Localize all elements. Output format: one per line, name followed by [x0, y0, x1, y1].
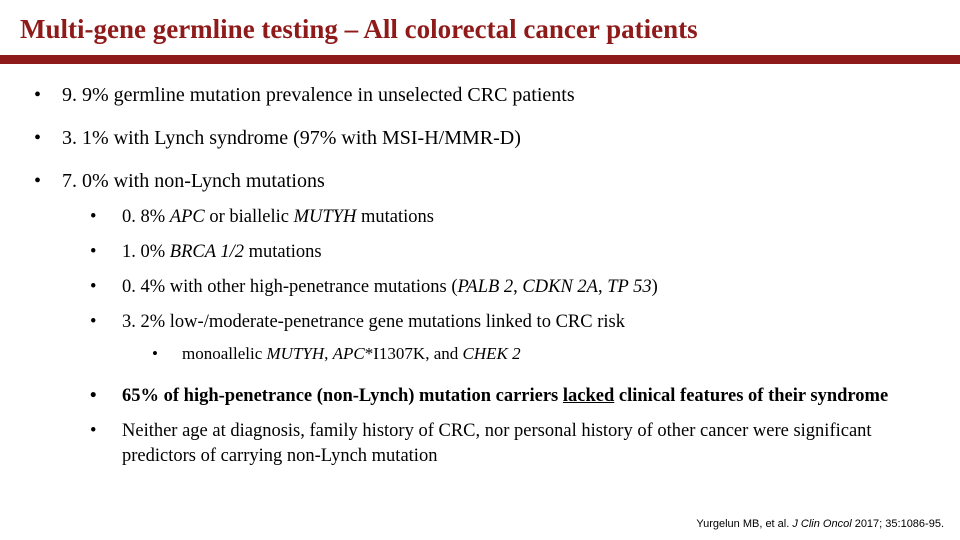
bullet-2: 3. 1% with Lynch syndrome (97% with MSI-… — [34, 125, 930, 152]
bullet-3: 7. 0% with non-Lynch mutations 0. 8% APC… — [34, 168, 930, 469]
gene-mutyh-2: MUTYH — [267, 344, 325, 363]
finding-2: Neither age at diagnosis, family history… — [90, 419, 930, 469]
cite-rest: 2017; 35:1086-95. — [852, 518, 944, 530]
bullet-3-text: 7. 0% with non-Lynch mutations — [62, 170, 325, 192]
sub-bullet-1: 0. 8% APC or biallelic MUTYH mutations — [90, 205, 930, 230]
t: 0. 8% — [122, 207, 170, 227]
cite-journal: J Clin Oncol — [792, 518, 851, 530]
gene-apc-2: APC — [333, 344, 365, 363]
t: mutations — [244, 242, 322, 262]
t: 0. 4% with other high-penetrance mutatio… — [122, 277, 457, 297]
content-area: 9. 9% germline mutation prevalence in un… — [0, 64, 960, 469]
finding-list: 65% of high-penetrance (non-Lynch) mutat… — [62, 384, 930, 469]
t: monoallelic — [182, 344, 267, 363]
sub-sub-list: monoallelic MUTYH, APC*I1307K, and CHEK … — [122, 343, 930, 366]
bullet-1: 9. 9% germline mutation prevalence in un… — [34, 82, 930, 109]
gene-apc: APC — [170, 207, 205, 227]
t: mutations — [356, 207, 434, 227]
t: , — [598, 277, 607, 297]
sub-bullet-2: 1. 0% BRCA 1/2 mutations — [90, 240, 930, 265]
sub-sub-bullet-1: monoallelic MUTYH, APC*I1307K, and CHEK … — [152, 343, 930, 366]
title-rule — [0, 55, 960, 64]
lacked-underline: lacked — [563, 386, 614, 406]
gene-brca: BRCA 1/2 — [170, 242, 244, 262]
finding-1: 65% of high-penetrance (non-Lynch) mutat… — [90, 384, 930, 409]
t: 65% of high-penetrance (non-Lynch) mutat… — [122, 386, 563, 406]
gene-mutyh: MUTYH — [294, 207, 357, 227]
gene-cdkn2a: CDKN 2A — [522, 277, 598, 297]
t: ) — [652, 277, 658, 297]
citation: Yurgelun MB, et al. J Clin Oncol 2017; 3… — [696, 518, 944, 530]
cite-author: Yurgelun MB, et al. — [696, 518, 792, 530]
t: , — [324, 344, 333, 363]
gene-tp53: TP 53 — [607, 277, 651, 297]
sub-bullet-3: 0. 4% with other high-penetrance mutatio… — [90, 275, 930, 300]
t: 3. 2% low-/moderate-penetrance gene muta… — [122, 312, 625, 332]
main-list: 9. 9% germline mutation prevalence in un… — [34, 82, 930, 469]
gene-chek2: CHEK 2 — [462, 344, 520, 363]
slide-title: Multi-gene germline testing – All colore… — [0, 0, 960, 55]
t: or biallelic — [205, 207, 294, 227]
sub-bullet-4: 3. 2% low-/moderate-penetrance gene muta… — [90, 310, 930, 366]
gene-palb2: PALB 2 — [457, 277, 513, 297]
t: clinical features of their syndrome — [614, 386, 888, 406]
sub-list-1: 0. 8% APC or biallelic MUTYH mutations 1… — [62, 205, 930, 366]
t: 1. 0% — [122, 242, 170, 262]
t: *I1307K, and — [365, 344, 463, 363]
